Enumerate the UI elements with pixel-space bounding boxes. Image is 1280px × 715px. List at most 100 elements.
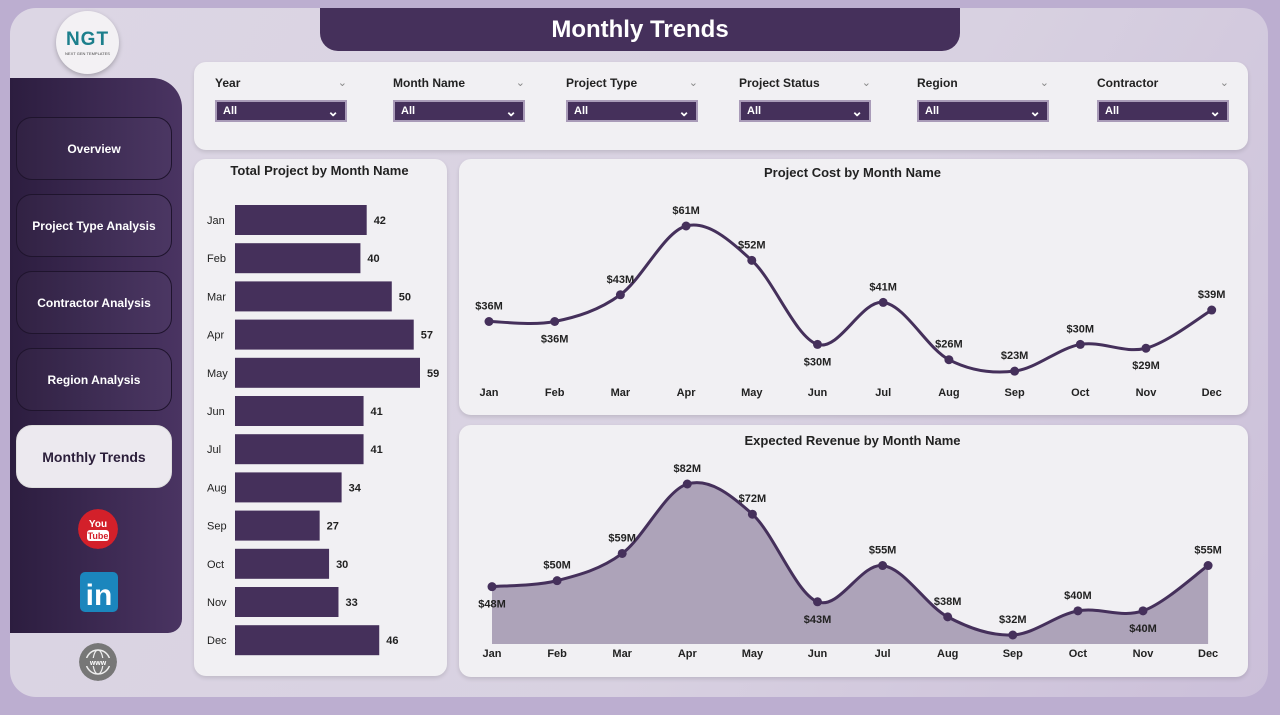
data-point[interactable] (550, 317, 560, 326)
bar[interactable] (235, 548, 330, 579)
bar[interactable] (235, 625, 380, 656)
linkedin-icon[interactable]: in (80, 572, 118, 612)
nav-project-type-analysis[interactable]: Project Type Analysis (16, 194, 172, 257)
tick-label: Dec (1198, 648, 1218, 660)
project-cost-panel: Project Cost by Month Name (459, 159, 1248, 415)
bar[interactable] (235, 587, 339, 617)
data-label: $23M (1001, 350, 1029, 362)
tick-label: May (741, 387, 763, 399)
chevron-down-icon[interactable]: ⌄ (337, 77, 347, 89)
filter-dropdown[interactable]: All ⌄ (1097, 100, 1229, 122)
data-point[interactable] (1008, 630, 1018, 640)
data-point[interactable] (681, 221, 691, 231)
nav-overview[interactable]: Overview (16, 117, 172, 180)
data-point[interactable] (552, 576, 562, 586)
data-label: 30 (336, 559, 348, 571)
nav-monthly-trends[interactable]: Monthly Trends (16, 425, 172, 488)
bar[interactable] (235, 281, 392, 312)
chevron-down-icon[interactable]: ⌄ (1039, 77, 1049, 89)
filter-label: Region (917, 76, 958, 90)
data-label: $55M (869, 545, 897, 557)
data-point[interactable] (1075, 339, 1085, 349)
bar[interactable] (235, 357, 420, 388)
data-label: 59 (427, 368, 439, 380)
tick-label: Aug (937, 648, 958, 660)
data-point[interactable] (813, 339, 822, 349)
filter-dropdown[interactable]: All ⌄ (917, 100, 1049, 122)
data-label: $30M (804, 356, 832, 368)
chevron-down-icon: ⌄ (678, 102, 690, 119)
data-label: $50M (543, 560, 571, 572)
filter-dropdown[interactable]: All ⌄ (215, 100, 347, 122)
tick-label: Dec (207, 635, 227, 647)
svg-text:Tube: Tube (88, 531, 109, 541)
bar[interactable] (235, 205, 367, 235)
bar[interactable] (235, 319, 414, 350)
bar[interactable] (235, 472, 342, 503)
data-point[interactable] (944, 355, 954, 365)
filter-dropdown[interactable]: All ⌄ (393, 100, 525, 122)
chevron-down-icon: ⌄ (327, 102, 339, 119)
bar[interactable] (235, 396, 364, 426)
chevron-down-icon[interactable]: ⌄ (688, 77, 698, 89)
chevron-down-icon[interactable]: ⌄ (1219, 77, 1229, 89)
tick-label: Apr (677, 387, 697, 399)
data-point[interactable] (878, 561, 888, 571)
chevron-down-icon[interactable]: ⌄ (515, 77, 525, 89)
data-point[interactable] (1207, 305, 1217, 315)
filter-dropdown[interactable]: All ⌄ (566, 100, 698, 122)
dropdown-value: All (574, 105, 589, 117)
dropdown-value: All (1105, 105, 1120, 117)
tick-label: May (207, 368, 228, 380)
data-point[interactable] (1138, 606, 1148, 616)
data-point[interactable] (1203, 561, 1213, 571)
chart-title: Expected Revenue by Month Name (744, 433, 961, 448)
data-point[interactable] (484, 317, 494, 326)
bar[interactable] (235, 243, 361, 274)
chevron-down-icon: ⌄ (1029, 102, 1041, 119)
chevron-down-icon[interactable]: ⌄ (861, 77, 871, 89)
data-point[interactable] (747, 509, 757, 519)
data-label: $30M (1067, 323, 1095, 335)
data-point[interactable] (487, 582, 497, 592)
bar[interactable] (235, 434, 364, 465)
nav-region-analysis[interactable]: Region Analysis (16, 348, 172, 411)
website-globe-icon[interactable]: www (79, 643, 117, 681)
data-label: 57 (421, 330, 433, 342)
data-point[interactable] (943, 612, 953, 622)
filter-dropdown[interactable]: All ⌄ (739, 100, 871, 122)
data-label: $48M (478, 599, 506, 611)
tick-label: Sep (207, 521, 227, 533)
data-label: $32M (999, 614, 1027, 626)
data-label: $36M (475, 301, 503, 313)
data-label: $39M (1198, 289, 1226, 301)
filter-label: Project Type (566, 76, 638, 90)
tick-label: Jun (207, 406, 225, 418)
tick-label: Oct (1071, 387, 1090, 399)
data-label: $40M (1064, 590, 1092, 602)
svg-text:www: www (89, 660, 107, 667)
data-point[interactable] (813, 597, 822, 607)
tick-label: Oct (207, 559, 224, 571)
bar[interactable] (235, 510, 320, 541)
tick-label: Apr (678, 648, 698, 660)
data-point[interactable] (878, 297, 888, 307)
data-point[interactable] (1010, 366, 1020, 376)
tick-label: Dec (1202, 387, 1222, 399)
data-point[interactable] (615, 290, 625, 300)
tick-label: Jul (875, 387, 891, 399)
filter-label: Month Name (393, 76, 465, 90)
data-label: 40 (367, 253, 379, 265)
data-point[interactable] (617, 548, 627, 558)
svg-text:in: in (86, 579, 113, 612)
ngt-logo: NGT NEXT GEN TEMPLATES (56, 11, 119, 74)
tick-label: Sep (1003, 648, 1023, 660)
data-label: $36M (541, 334, 569, 346)
data-point[interactable] (1141, 343, 1151, 353)
data-point[interactable] (682, 479, 692, 489)
data-point[interactable] (1073, 606, 1083, 616)
tick-label: Jun (808, 648, 828, 660)
nav-contractor-analysis[interactable]: Contractor Analysis (16, 271, 172, 334)
data-point[interactable] (747, 255, 757, 265)
